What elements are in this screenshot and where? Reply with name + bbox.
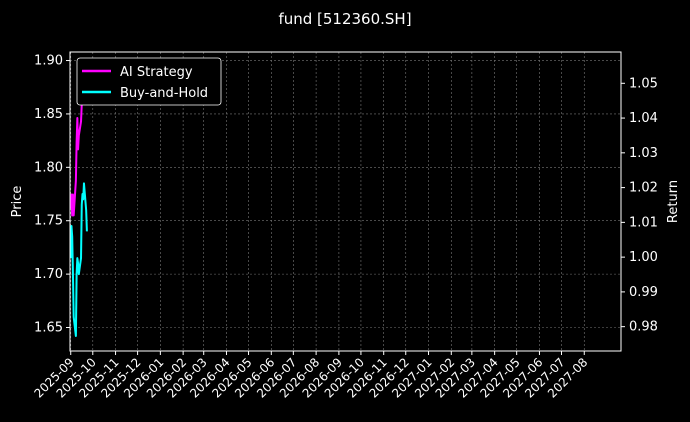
legend-label: AI Strategy <box>120 65 193 80</box>
left-tick-label: 1.70 <box>34 267 63 282</box>
chart-title: fund [512360.SH] <box>278 10 411 28</box>
right-axis: 0.98 0.99 1.00 1.01 1.02 1.03 1.04 1.05 <box>621 76 658 335</box>
left-tick-label: 1.65 <box>34 321 63 336</box>
legend-box <box>76 57 222 106</box>
plot-frame <box>69 51 622 352</box>
right-tick-label: 1.00 <box>629 250 658 265</box>
right-axis-label: Return <box>666 180 681 223</box>
right-tick-label: 1.01 <box>629 215 658 230</box>
right-tick-label: 0.98 <box>629 320 658 335</box>
left-tick-label: 1.80 <box>34 160 63 175</box>
series-line-ai-strategy <box>69 104 83 217</box>
left-axis: 1.65 1.70 1.75 1.80 1.85 1.90 <box>34 54 70 336</box>
left-axis-label: Price <box>10 186 25 218</box>
series-group <box>69 104 88 338</box>
legend-label: Buy-and-Hold <box>120 86 208 101</box>
right-tick-label: 1.02 <box>629 181 658 196</box>
left-tick-label: 1.75 <box>34 214 63 229</box>
right-tick-label: 1.03 <box>629 146 658 161</box>
right-tick-label: 1.05 <box>629 76 658 91</box>
series-line-buy-and-hold <box>69 182 88 338</box>
right-tick-label: 0.99 <box>629 285 658 300</box>
left-tick-label: 1.85 <box>34 107 63 122</box>
left-tick-label: 1.90 <box>34 54 63 69</box>
right-tick-label: 1.04 <box>629 111 658 126</box>
legend: AI Strategy Buy-and-Hold <box>76 57 222 106</box>
